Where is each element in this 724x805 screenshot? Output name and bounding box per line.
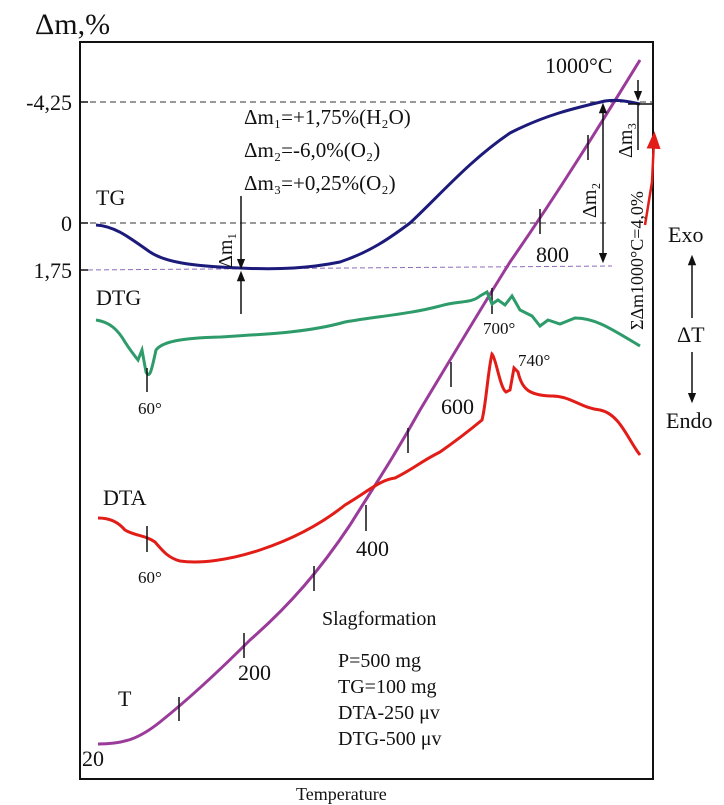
t-max-label: 1000°C [545, 53, 612, 78]
series-label-tg: TG [96, 185, 125, 210]
y-axis-label: Δm,% [35, 8, 110, 41]
sample-info-4: DTG-500 μv [338, 728, 442, 750]
t-tick-label: 200 [238, 660, 271, 685]
dm2-label: Δm₂ [579, 183, 601, 218]
endo-label: Endo [666, 408, 712, 433]
dm3-label: Δm₃ [615, 123, 637, 158]
series-tg-line [95, 98, 641, 271]
mass-change-1: Δm₁=+1,75%(H₂O) [244, 105, 411, 129]
dtg-peak-label: 700° [483, 319, 515, 338]
mass-change-3: Δm₃=+0,25%(O₂) [244, 171, 396, 195]
t-tick-label: 800 [536, 242, 569, 267]
y-tick-label: 1,75 [34, 258, 73, 283]
t-tick-label: 400 [356, 536, 389, 561]
series-dtg-line [95, 289, 641, 376]
total-mass-label: ΣΔm1000°C=4,0% [627, 191, 647, 330]
ref-line-1-75 [79, 265, 613, 271]
delta-t-label: ΔT [677, 322, 705, 347]
sample-info-1: P=500 mg [338, 650, 421, 672]
y-tick-label: -4,25 [26, 90, 72, 115]
sample-info-2: TG=100 mg [338, 676, 437, 698]
exo-label: Exo [668, 222, 703, 247]
t-tick-label: 20 [82, 746, 104, 771]
total-mass-arrow [643, 131, 661, 226]
series-label-dta: DTA [103, 485, 147, 510]
series-dta-line [97, 351, 642, 564]
dta-peak-label: 60° [138, 568, 162, 587]
x-axis-label: Temperature [296, 784, 387, 804]
series-label-dtg: DTG [96, 285, 141, 310]
series-label-t: T [118, 686, 132, 711]
dtg-peak-label: 60° [138, 399, 162, 418]
dta-peak-label: 740° [518, 351, 550, 370]
y-tick-label: 0 [61, 211, 72, 236]
sample-info-3: DTA-250 μv [338, 702, 440, 724]
t-tick-label: 600 [441, 394, 474, 419]
plot-frame [79, 41, 654, 780]
mass-change-2: Δm₂=-6,0%(O₂) [244, 138, 380, 162]
dm1-label: Δm₁ [215, 233, 237, 268]
process-label: Slagformation [322, 608, 436, 630]
series-t-line [97, 59, 642, 746]
